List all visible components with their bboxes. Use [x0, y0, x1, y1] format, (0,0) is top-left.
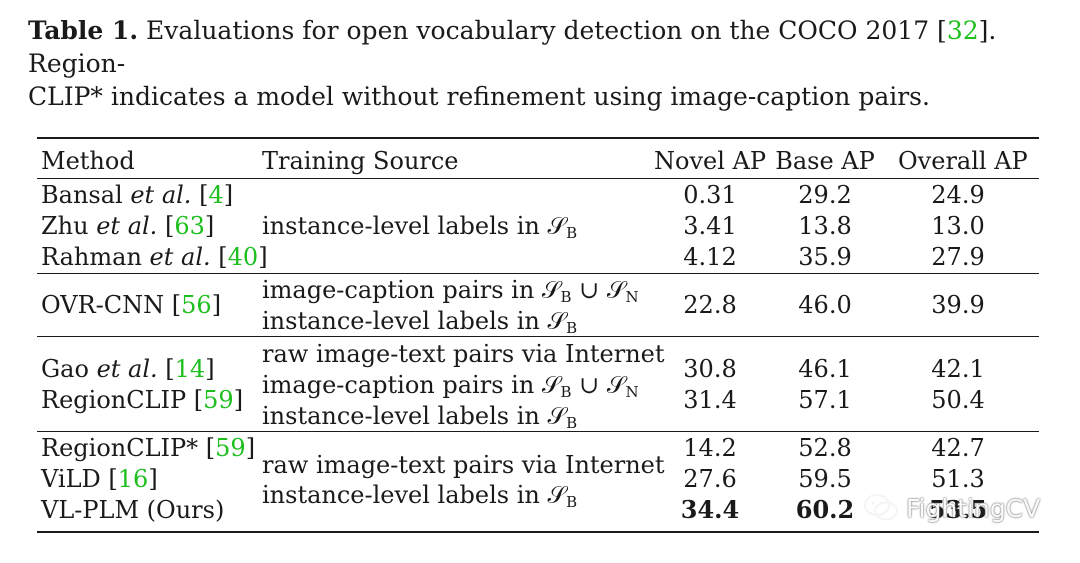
- top-rule: [37, 137, 1039, 139]
- header-base-ap: Base AP: [775, 147, 875, 175]
- header-method: Method: [41, 147, 135, 175]
- table-row-method: Bansal et al. [4]: [41, 181, 234, 209]
- citation-link[interactable]: 63: [174, 212, 205, 240]
- table-cell-base: 13.8: [798, 212, 852, 240]
- group-rule-1: [37, 273, 1039, 274]
- table-row-method: Zhu et al. [63]: [41, 212, 215, 240]
- table-cell-overall-best: 53.5: [928, 495, 988, 524]
- table-cell-novel: 3.41: [683, 212, 737, 240]
- table-cell-novel: 4.12: [683, 243, 737, 271]
- table-row-method: VL-PLM (Ours): [41, 496, 225, 524]
- caption-text: Evaluations for open vocabulary detectio…: [138, 16, 947, 45]
- training-source-text: raw image-text pairs via Internet: [262, 340, 665, 368]
- wechat-icon: [862, 492, 900, 524]
- bottom-rule: [37, 531, 1039, 533]
- table-cell-overall: 24.9: [931, 181, 985, 209]
- table-row-method: RegionCLIP [59]: [41, 386, 244, 414]
- header-rule: [37, 178, 1039, 179]
- table-row-method: ViLD [16]: [41, 465, 158, 493]
- table-row-method: OVR-CNN [56]: [41, 291, 222, 319]
- citation-link[interactable]: 59: [203, 386, 234, 414]
- training-source-text: image-caption pairs in 𝒮B ∪ 𝒮N: [262, 371, 639, 401]
- citation-link[interactable]: 56: [181, 291, 212, 319]
- caption-ref[interactable]: 32: [946, 16, 979, 45]
- watermark: FightingCV: [862, 492, 1040, 524]
- training-source-text: instance-level labels in 𝒮B: [262, 402, 578, 432]
- table-cell-overall: 50.4: [931, 386, 985, 414]
- table-cell-base: 46.1: [798, 355, 852, 383]
- table-cell-novel: 22.8: [683, 291, 737, 319]
- citation-link[interactable]: 4: [208, 181, 224, 209]
- table-cell-novel: 27.6: [683, 465, 737, 493]
- table-cell-base: 57.1: [798, 386, 852, 414]
- training-source-text: instance-level labels in 𝒮B: [262, 481, 578, 511]
- table-row-method: Gao et al. [14]: [41, 355, 215, 383]
- table-cell-novel: 0.31: [683, 181, 737, 209]
- table-cell-overall: 39.9: [931, 291, 985, 319]
- citation-link[interactable]: 40: [227, 243, 259, 271]
- citation-link[interactable]: 59: [215, 434, 246, 462]
- header-training-source: Training Source: [262, 147, 459, 175]
- table-cell-base: 29.2: [798, 181, 852, 209]
- table-row-method: Rahman et al. [40]: [41, 243, 268, 271]
- group-rule-3: [37, 431, 1039, 432]
- table-row-method: RegionCLIP* [59]: [41, 434, 256, 462]
- table-cell-base: 59.5: [798, 465, 852, 493]
- training-source-text: instance-level labels in 𝒮B: [262, 307, 578, 337]
- watermark-text: FightingCV: [906, 493, 1041, 523]
- citation-link[interactable]: 16: [117, 465, 149, 493]
- table-cell-base-best: 60.2: [795, 495, 855, 524]
- table-cell-overall: 51.3: [931, 465, 985, 493]
- caption-text-end: ]. Region-: [28, 16, 997, 78]
- table-cell-base: 52.8: [798, 434, 852, 462]
- table-cell-overall: 27.9: [931, 243, 985, 271]
- table-cell-base: 35.9: [798, 243, 852, 271]
- group-rule-2: [37, 336, 1039, 337]
- citation-link[interactable]: 14: [174, 355, 206, 383]
- caption-line-2: CLIP* indicates a model without refineme…: [28, 82, 930, 111]
- table-cell-novel: 31.4: [683, 386, 737, 414]
- table-caption: Table 1. Evaluations for open vocabulary…: [28, 14, 1058, 113]
- table-cell-novel-best: 34.4: [680, 495, 740, 524]
- table-cell-overall: 42.7: [931, 434, 985, 462]
- table-cell-novel: 30.8: [683, 355, 737, 383]
- header-novel-ap: Novel AP: [654, 147, 766, 175]
- header-overall-ap: Overall AP: [898, 147, 1028, 175]
- table-cell-overall: 42.1: [931, 355, 985, 383]
- caption-label: Table 1.: [28, 16, 139, 45]
- table-cell-overall: 13.0: [931, 212, 985, 240]
- table-cell-novel: 14.2: [683, 434, 737, 462]
- training-source-text: instance-level labels in 𝒮B: [262, 212, 578, 242]
- table-cell-base: 46.0: [798, 291, 852, 319]
- training-source-text: image-caption pairs in 𝒮B ∪ 𝒮N: [262, 276, 639, 306]
- training-source-text: raw image-text pairs via Internet: [262, 451, 665, 479]
